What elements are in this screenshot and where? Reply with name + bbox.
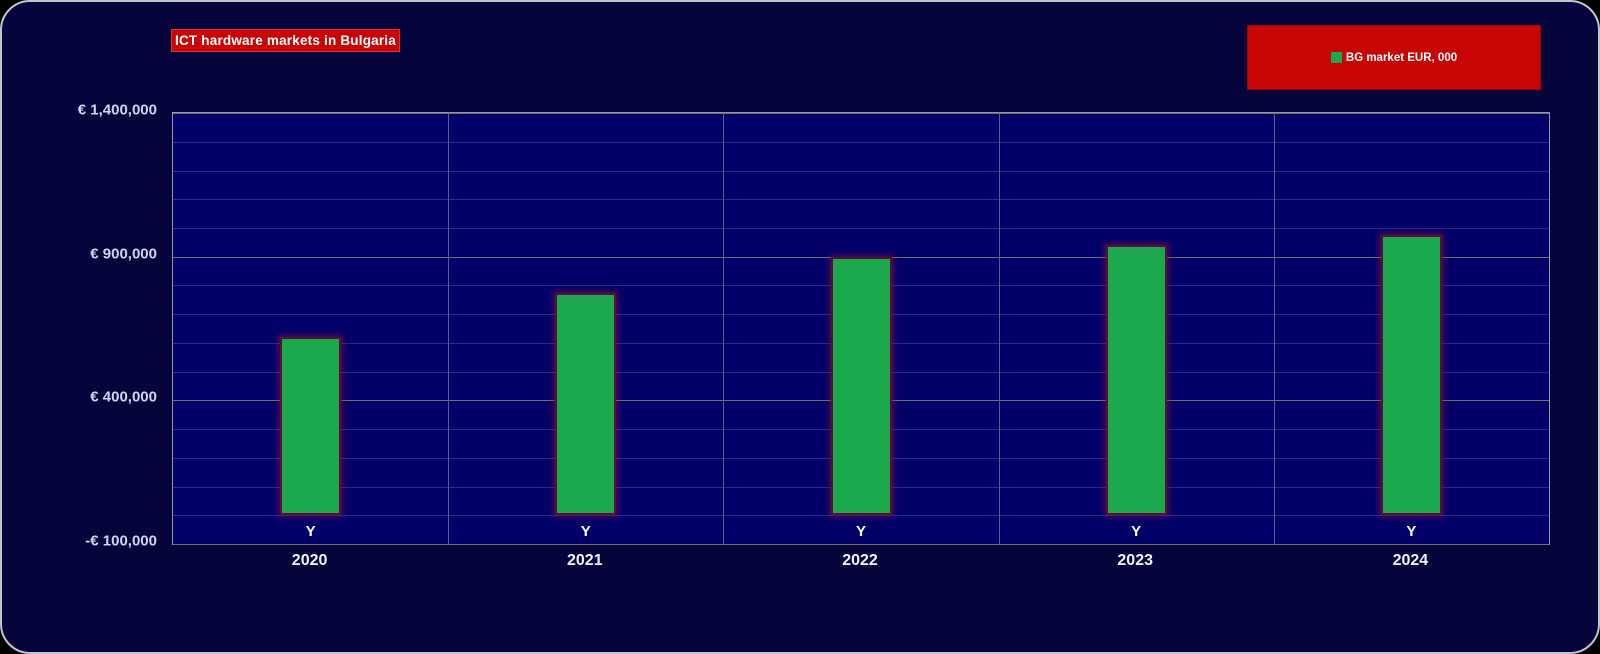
gridline-minor [173, 227, 1549, 229]
gridline-major [173, 113, 1549, 114]
gridline-major [173, 544, 1549, 545]
y-axis-label: € 1,400,000 [77, 101, 157, 119]
bar-point-label-2023: Y [1131, 523, 1142, 541]
x-axis-label-2020: 2020 [291, 552, 328, 569]
x-axis-label-2024: 2024 [1392, 552, 1429, 569]
legend-marker-icon [1330, 52, 1342, 63]
x-axis-label-2023: 2023 [1117, 552, 1153, 569]
gridline-minor [173, 515, 1549, 517]
x-axis-label-2021: 2021 [567, 552, 603, 569]
chart-title: ICT hardware markets in Bulgaria [175, 33, 396, 48]
legend-box: BG market EUR, 000 [1247, 25, 1541, 90]
gridline-minor [173, 199, 1549, 201]
category-separator [998, 113, 1000, 544]
bar-2024 [1380, 235, 1442, 516]
bar-2020 [280, 337, 342, 516]
bar-2022 [830, 256, 892, 516]
y-axis-label: € 900,000 [90, 245, 157, 263]
category-separator [723, 113, 725, 544]
bar-point-label-2024: Y [1406, 523, 1417, 541]
category-separator [448, 113, 450, 544]
bar-2021 [555, 292, 617, 516]
bar-point-label-2021: Y [580, 523, 591, 541]
y-axis-label: -€ 100,000 [85, 532, 157, 550]
category-separator [1273, 113, 1275, 544]
bar-point-label-2020: Y [305, 523, 316, 541]
gridline-minor [173, 141, 1549, 143]
x-axis-label-2022: 2022 [842, 552, 878, 569]
y-axis-label: € 400,000 [90, 388, 157, 406]
bar-point-label-2022: Y [855, 523, 867, 541]
legend-label: BG market EUR, 000 [1345, 51, 1458, 64]
gridline-minor [173, 170, 1549, 172]
bar-2023 [1105, 245, 1167, 516]
chart-title-box: ICT hardware markets in Bulgaria [171, 29, 400, 52]
